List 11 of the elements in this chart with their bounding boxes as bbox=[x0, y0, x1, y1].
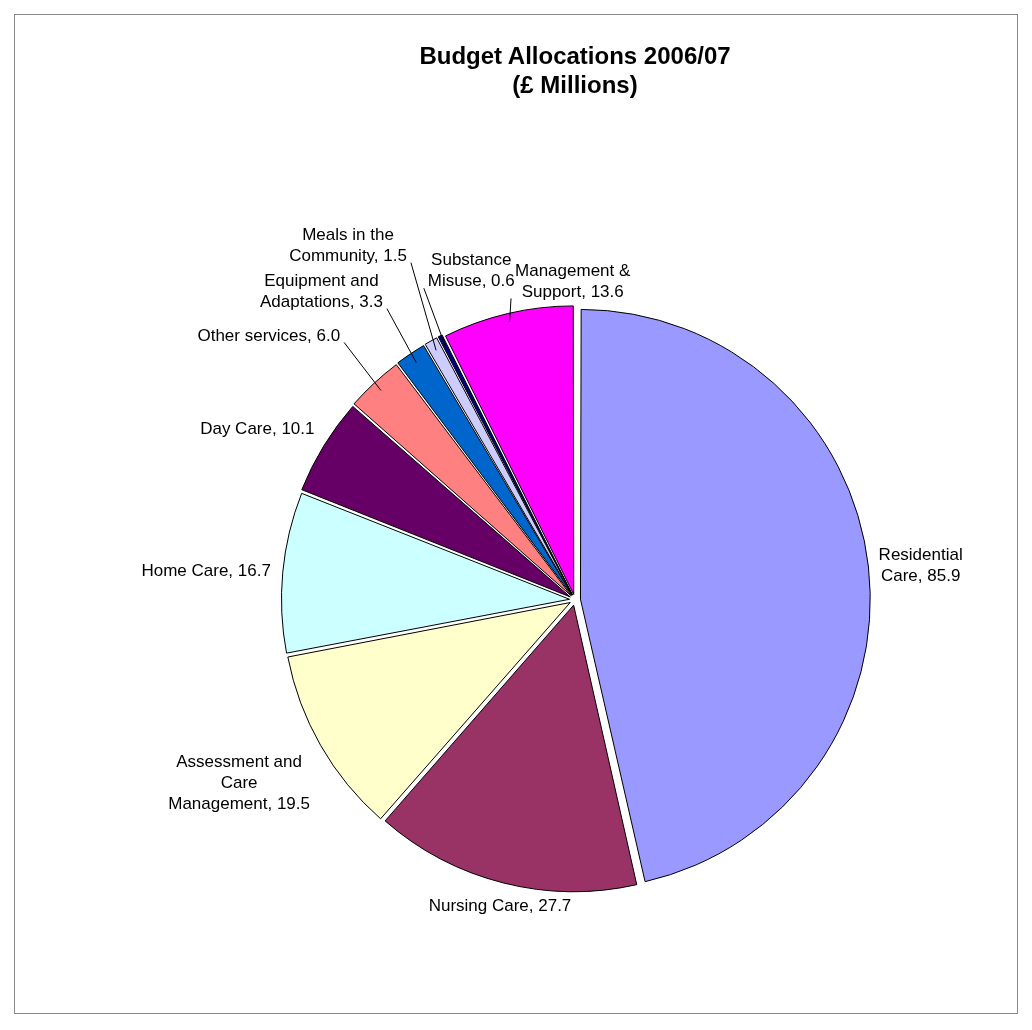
slice-label: Management & Support, 13.6 bbox=[515, 260, 631, 301]
chart-title: Budget Allocations 2006/07 (£ Millions) bbox=[419, 42, 731, 98]
slice-label: Assessment and Care Management, 19.5 bbox=[168, 751, 310, 813]
slice-label: Substance Misuse, 0.6 bbox=[427, 250, 515, 291]
slice-label: Nursing Care, 27.7 bbox=[428, 896, 572, 916]
slice-label: Equipment and Adaptations, 3.3 bbox=[260, 270, 383, 311]
slice-label: Other services, 6.0 bbox=[197, 325, 341, 345]
slice-label: Day Care, 10.1 bbox=[200, 419, 315, 439]
slice-label: Residential Care, 85.9 bbox=[878, 545, 963, 586]
slice-label: Home Care, 16.7 bbox=[141, 560, 271, 580]
slice-label: Meals in the Community, 1.5 bbox=[289, 224, 407, 265]
